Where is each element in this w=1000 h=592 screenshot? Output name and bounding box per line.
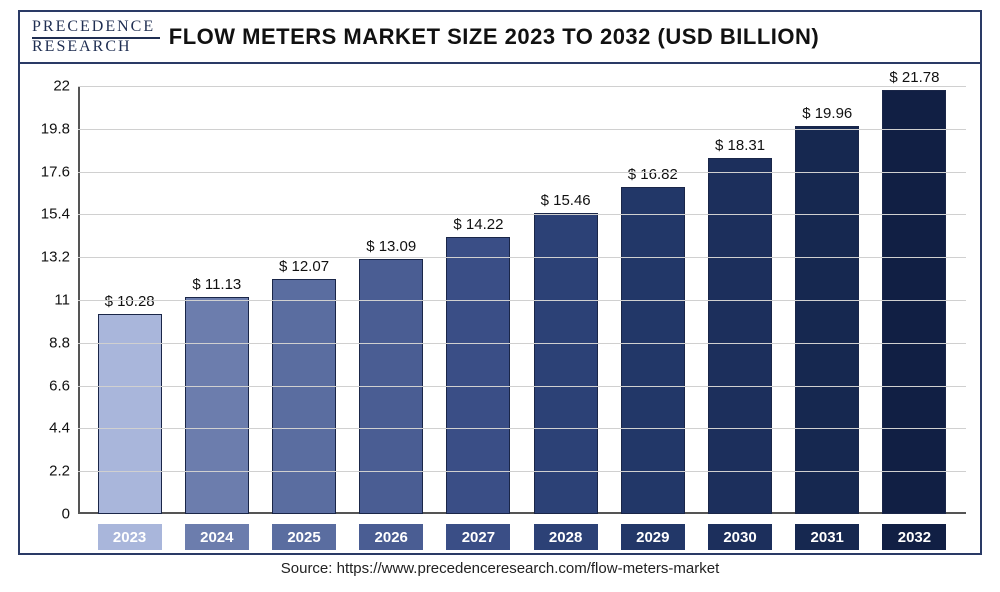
bar-rect: [185, 297, 249, 514]
bar-slot: $ 13.092026: [348, 238, 435, 514]
bar-value-label: $ 21.78: [889, 69, 939, 86]
bar-value-label: $ 11.13: [192, 276, 241, 293]
bar-value-label: $ 18.31: [715, 137, 765, 154]
x-category-badge: 2032: [882, 524, 946, 550]
bar-rect: [359, 259, 423, 514]
bar-rect: [621, 187, 685, 514]
grid-line: [78, 86, 966, 87]
header-bar: PRECEDENCE RESEARCH FLOW METERS MARKET S…: [20, 12, 980, 64]
bar-slot: $ 21.782032: [871, 69, 958, 514]
x-category-badge: 2026: [359, 524, 423, 550]
y-tick-label: 19.8: [41, 120, 78, 137]
y-tick-label: 13.2: [41, 249, 78, 266]
bar-rect: [708, 158, 772, 514]
bar-slot: $ 19.962031: [784, 105, 871, 514]
y-tick-label: 2.2: [49, 463, 78, 480]
grid-line: [78, 257, 966, 258]
chart-title: FLOW METERS MARKET SIZE 2023 TO 2032 (US…: [20, 24, 968, 50]
bar-slot: $ 10.282023: [86, 293, 173, 514]
bar-value-label: $ 19.96: [802, 105, 852, 122]
x-category-badge: 2029: [621, 524, 685, 550]
bar-slot: $ 11.132024: [173, 276, 260, 514]
bar-rect: [882, 90, 946, 514]
grid-line: [78, 471, 966, 472]
grid-line: [78, 172, 966, 173]
bar-slot: $ 16.822029: [609, 166, 696, 514]
bar-value-label: $ 15.46: [541, 192, 591, 209]
bar-rect: [446, 237, 510, 514]
bar-value-label: $ 14.22: [453, 216, 503, 233]
y-tick-label: 6.6: [49, 377, 78, 394]
grid-line: [78, 300, 966, 301]
bar-value-label: $ 13.09: [366, 238, 416, 255]
bar-rect: [534, 213, 598, 514]
bar-rect: [98, 314, 162, 514]
grid-line: [78, 129, 966, 130]
source-caption: Source: https://www.precedenceresearch.c…: [0, 560, 1000, 577]
bar-rect: [272, 279, 336, 514]
y-tick-label: 0: [62, 506, 78, 523]
bar-value-label: $ 10.28: [105, 293, 155, 310]
bar-value-label: $ 16.82: [628, 166, 678, 183]
bar-slot: $ 15.462028: [522, 192, 609, 514]
grid-line: [78, 214, 966, 215]
x-category-badge: 2028: [534, 524, 598, 550]
bar-slot: $ 14.222027: [435, 216, 522, 514]
bar-rect: [795, 126, 859, 514]
grid-line: [78, 428, 966, 429]
bar-slot: $ 18.312030: [696, 137, 783, 514]
x-category-badge: 2031: [795, 524, 859, 550]
x-category-badge: 2027: [446, 524, 510, 550]
plot-area: $ 10.282023$ 11.132024$ 12.072025$ 13.09…: [78, 86, 966, 514]
bar-value-label: $ 12.07: [279, 258, 329, 275]
chart-frame: PRECEDENCE RESEARCH FLOW METERS MARKET S…: [18, 10, 982, 555]
grid-line: [78, 386, 966, 387]
y-tick-label: 15.4: [41, 206, 78, 223]
y-tick-label: 17.6: [41, 163, 78, 180]
x-category-badge: 2023: [98, 524, 162, 550]
x-category-badge: 2025: [272, 524, 336, 550]
y-tick-label: 4.4: [49, 420, 78, 437]
y-tick-label: 22: [53, 78, 78, 95]
x-category-badge: 2024: [185, 524, 249, 550]
y-tick-label: 8.8: [49, 334, 78, 351]
x-category-badge: 2030: [708, 524, 772, 550]
y-tick-label: 11: [54, 292, 78, 309]
grid-line: [78, 343, 966, 344]
